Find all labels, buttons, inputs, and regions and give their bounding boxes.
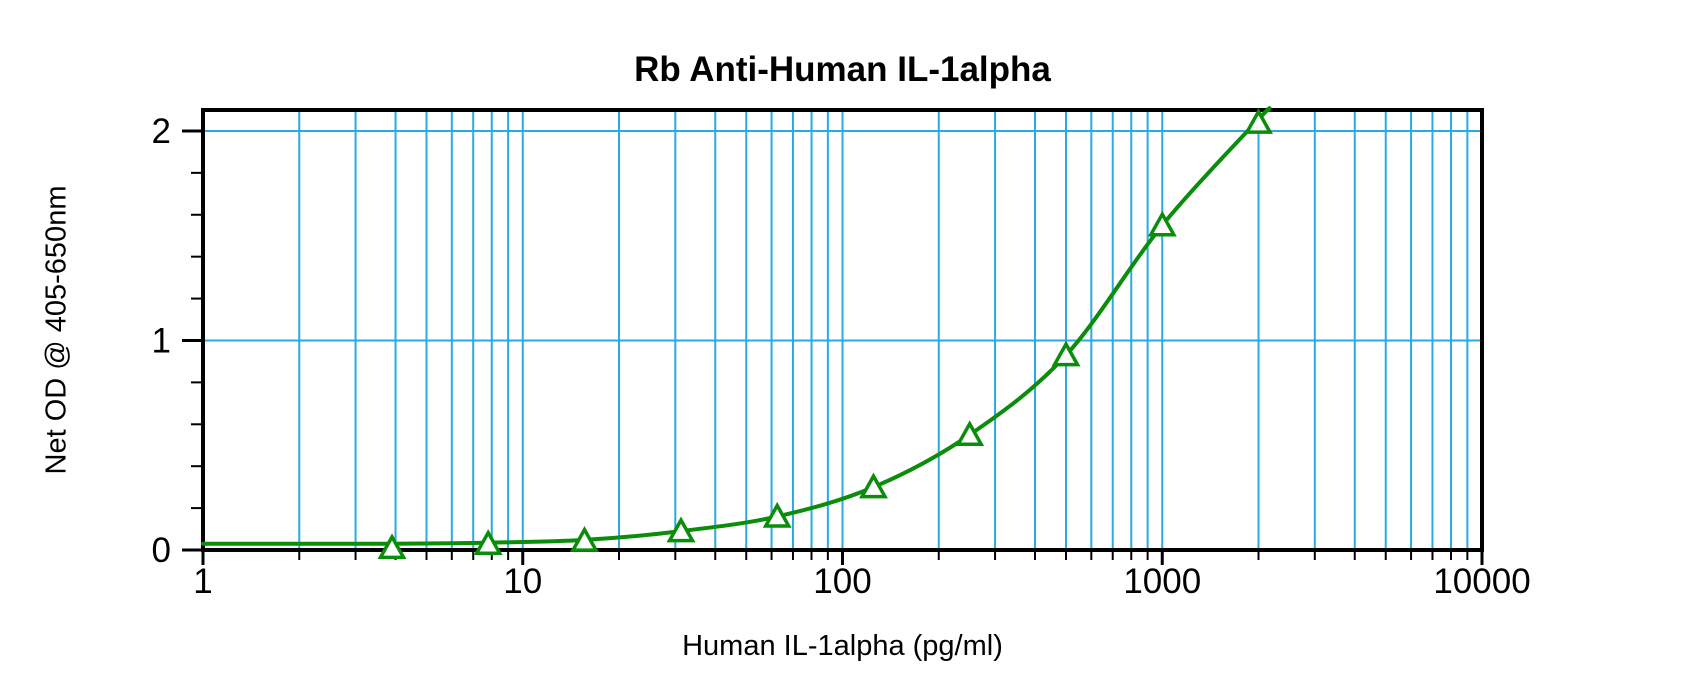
y-tick-label: 1 bbox=[152, 321, 171, 360]
x-tick-label: 10000 bbox=[1433, 562, 1530, 601]
x-tick-label: 1000 bbox=[1123, 562, 1201, 601]
data-point-marker bbox=[377, 533, 407, 560]
data-point-marker bbox=[955, 420, 985, 447]
y-tick-label: 0 bbox=[152, 531, 171, 570]
plot-border bbox=[201, 108, 1484, 552]
x-tick-label: 10 bbox=[503, 562, 542, 601]
y-tick-label: 2 bbox=[152, 112, 171, 151]
data-point-marker bbox=[762, 501, 792, 528]
chart-title: Rb Anti-Human IL-1alpha bbox=[634, 50, 1051, 89]
data-point-marker bbox=[570, 526, 599, 552]
data-point-marker bbox=[1244, 108, 1273, 134]
data-point-marker bbox=[859, 472, 888, 499]
data-point-marker bbox=[666, 516, 696, 543]
x-tick-label: 100 bbox=[813, 562, 871, 601]
x-axis-label: Human IL-1alpha (pg/ml) bbox=[682, 630, 1003, 662]
x-tick-label: 1 bbox=[193, 562, 212, 601]
data-point-marker bbox=[473, 529, 503, 555]
standard-curve-line bbox=[201, 106, 1272, 546]
data-point-marker bbox=[1147, 210, 1177, 237]
data-point-marker bbox=[1051, 340, 1081, 367]
